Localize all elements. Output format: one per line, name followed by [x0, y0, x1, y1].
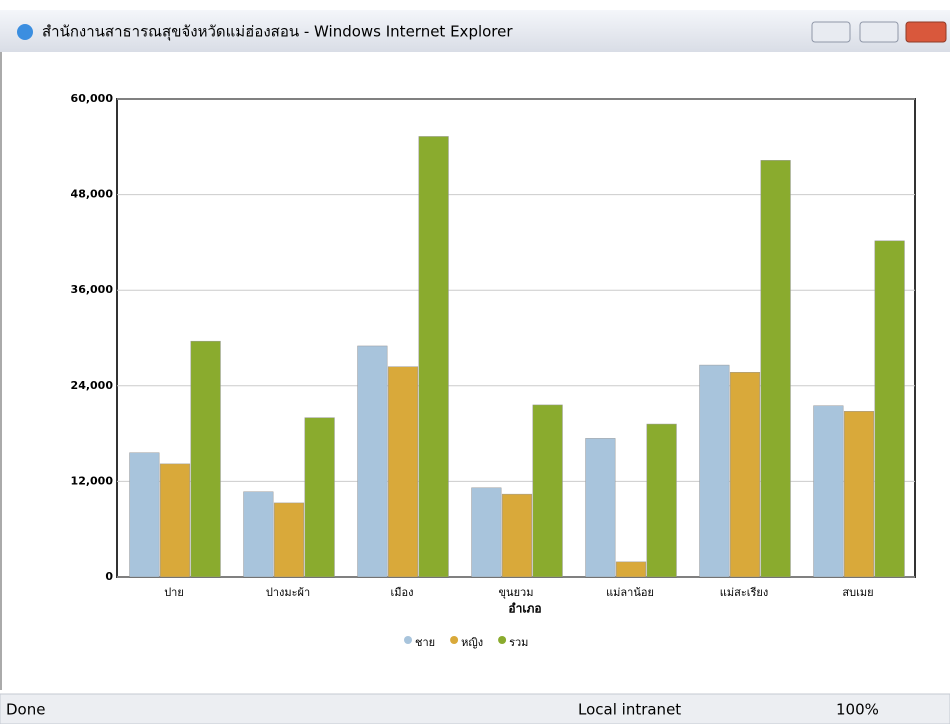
close-button[interactable] — [906, 22, 946, 42]
legend-label: หญิง — [461, 636, 483, 649]
bar — [358, 346, 388, 577]
bar — [502, 494, 532, 577]
window-background — [0, 0, 950, 724]
bar — [761, 160, 791, 577]
x-axis-label: อำเภอ — [508, 602, 541, 616]
x-tick-label: ปาย — [164, 586, 184, 599]
bar — [244, 492, 274, 577]
bar — [647, 424, 677, 577]
zone-text: Local intranet — [578, 701, 681, 719]
y-tick-label: 12,000 — [71, 474, 114, 487]
ie-icon — [17, 24, 33, 40]
y-tick-label: 36,000 — [71, 283, 114, 296]
bar — [388, 367, 418, 577]
bar — [533, 405, 563, 577]
legend-label: ชาย — [415, 636, 435, 649]
x-tick-label: แม่ลาน้อย — [606, 586, 654, 599]
bar — [305, 418, 335, 577]
bar — [419, 136, 449, 577]
minimize-button[interactable] — [812, 22, 850, 42]
x-tick-label: แม่สะเรียง — [720, 586, 768, 599]
bar — [472, 488, 502, 577]
x-tick-label: ปางมะผ้า — [266, 586, 310, 599]
status-text: Done — [6, 701, 45, 719]
bar — [700, 365, 730, 577]
zoom-text[interactable]: 100% — [836, 701, 879, 719]
bar — [130, 453, 160, 577]
y-tick-label: 48,000 — [71, 188, 114, 201]
status-bar — [0, 694, 950, 724]
x-tick-label: สบเมย — [842, 586, 873, 599]
bar — [616, 562, 646, 577]
y-tick-label: 60,000 — [71, 92, 114, 105]
bar — [191, 341, 221, 577]
x-tick-label: ขุนยวม — [499, 586, 534, 599]
bar — [160, 464, 190, 577]
legend-marker — [450, 636, 458, 644]
legend-marker — [498, 636, 506, 644]
y-tick-label: 0 — [105, 570, 113, 583]
bar — [814, 406, 844, 577]
legend-marker — [404, 636, 412, 644]
bar — [274, 503, 304, 577]
bar — [586, 438, 616, 577]
bar — [844, 411, 874, 577]
maximize-button[interactable] — [860, 22, 898, 42]
x-tick-label: เมือง — [391, 586, 414, 599]
window-title: สำนักงานสาธารณสุขจังหวัดแม่ฮ่องสอน - Win… — [42, 23, 513, 42]
y-tick-label: 24,000 — [71, 379, 114, 392]
bar — [730, 372, 760, 577]
bar — [875, 241, 905, 577]
legend-label: รวม — [509, 636, 528, 649]
browser-window: สำนักงานสาธารณสุขจังหวัดแม่ฮ่องสอน - Win… — [0, 0, 950, 724]
